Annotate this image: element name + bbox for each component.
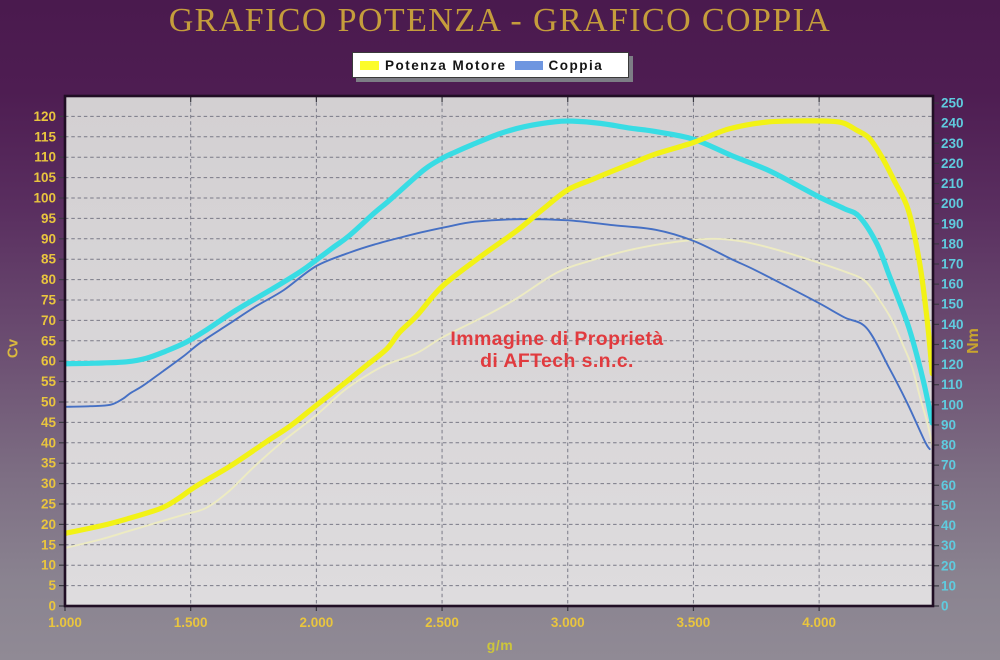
y-right-tick-label: 130 — [941, 337, 964, 352]
x-tick-label: 1.000 — [48, 615, 82, 630]
y-left-tick-label: 25 — [41, 497, 57, 512]
y-left-tick-label: 75 — [41, 293, 57, 308]
y-left-tick-label: 35 — [41, 456, 57, 471]
x-tick-label: 2.500 — [425, 615, 459, 630]
y-right-tick-label: 140 — [941, 317, 964, 332]
y-left-tick-label: 15 — [41, 537, 57, 552]
y-left-tick-label: 30 — [41, 476, 56, 491]
y-right-tick-label: 150 — [941, 297, 964, 312]
legend-swatch-potenza-motore — [360, 60, 379, 70]
y-left-tick-label: 100 — [33, 191, 56, 206]
y-right-tick-label: 10 — [941, 578, 956, 593]
y-left-tick-label: 120 — [33, 109, 56, 124]
legend-item-potenza-motore: Potenza Motore — [360, 58, 515, 73]
y-left-tick-label: 55 — [41, 374, 57, 389]
watermark-line-1: Immagine di Proprietà — [450, 328, 664, 350]
y-left-tick-label: 90 — [41, 231, 56, 246]
y-left-tick-label: 10 — [41, 558, 56, 573]
y-left-tick-label: 45 — [41, 415, 57, 430]
y-left-tick-label: 0 — [48, 599, 56, 614]
series-curve-coppia-elaborata — [65, 118, 933, 426]
legend-item-coppia: Coppia — [514, 57, 604, 73]
y-right-tick-label: 120 — [941, 357, 964, 372]
y-axis-title-right: Nm — [965, 328, 982, 354]
y-right-tick-label: 230 — [941, 136, 964, 151]
x-tick-label: 1.500 — [174, 615, 208, 630]
y-right-tick-label: 160 — [941, 277, 964, 292]
y-right-tick-label: 50 — [941, 498, 956, 513]
series-curve-coppia-originale — [65, 218, 931, 451]
y-left-tick-label: 85 — [41, 252, 57, 267]
y-right-tick-label: 0 — [941, 599, 949, 614]
y-left-tick-label: 80 — [41, 272, 56, 287]
watermark-text: Immagine di Proprietà di AFTech s.n.c. — [307, 328, 807, 372]
y-left-tick-label: 70 — [41, 313, 56, 328]
y-right-tick-label: 80 — [941, 438, 956, 453]
y-right-tick-label: 210 — [941, 176, 964, 191]
x-tick-label: 4.000 — [802, 615, 836, 630]
y-right-tick-label: 200 — [941, 196, 964, 211]
legend-label-potenza-motore: Potenza Motore — [385, 57, 507, 73]
y-left-tick-label: 40 — [41, 435, 56, 450]
y-left-tick-label: 95 — [41, 211, 57, 226]
y-left-tick-label: 60 — [41, 354, 56, 369]
y-axis-title-left: Cv — [4, 338, 22, 359]
y-right-tick-label: 70 — [941, 458, 956, 473]
y-right-tick-label: 100 — [941, 397, 964, 412]
plot-border — [63, 94, 935, 608]
y-right-tick-label: 180 — [941, 236, 964, 251]
y-right-tick-label: 110 — [941, 377, 963, 392]
x-tick-label: 3.000 — [551, 615, 585, 630]
y-right-tick-label: 90 — [941, 417, 956, 432]
y-left-tick-label: 115 — [34, 129, 56, 144]
legend-label-coppia: Coppia — [548, 57, 604, 73]
x-axis-title: g/m — [486, 637, 514, 653]
legend-box: Potenza Motore Coppia — [352, 52, 630, 78]
y-left-tick-label: 50 — [41, 395, 56, 410]
y-right-tick-label: 60 — [941, 478, 956, 493]
y-right-tick-label: 220 — [941, 156, 964, 171]
x-tick-label: 2.000 — [299, 615, 333, 630]
y-left-tick-label: 5 — [48, 578, 56, 593]
y-right-tick-label: 20 — [941, 558, 956, 573]
y-right-tick-label: 30 — [941, 538, 956, 553]
y-left-tick-label: 105 — [33, 170, 56, 185]
legend-swatch-coppia — [514, 60, 543, 70]
y-right-tick-label: 40 — [941, 518, 956, 533]
series-curve-potenza-originale — [65, 237, 933, 550]
watermark-line-2: di AFTech s.n.c. — [480, 349, 634, 372]
y-right-tick-label: 250 — [941, 96, 964, 111]
y-left-tick-label: 65 — [41, 333, 57, 348]
y-left-tick-label: 110 — [34, 150, 56, 165]
y-right-tick-label: 170 — [941, 256, 964, 271]
chart-title: GRAFICO POTENZA - GRAFICO COPPIA — [168, 2, 832, 39]
y-right-tick-label: 190 — [941, 216, 964, 231]
series-curve-potenza-motore-elaborata — [65, 118, 933, 536]
y-right-tick-label: 240 — [941, 116, 964, 131]
y-left-tick-label: 20 — [41, 517, 56, 532]
x-tick-label: 3.500 — [677, 615, 711, 630]
